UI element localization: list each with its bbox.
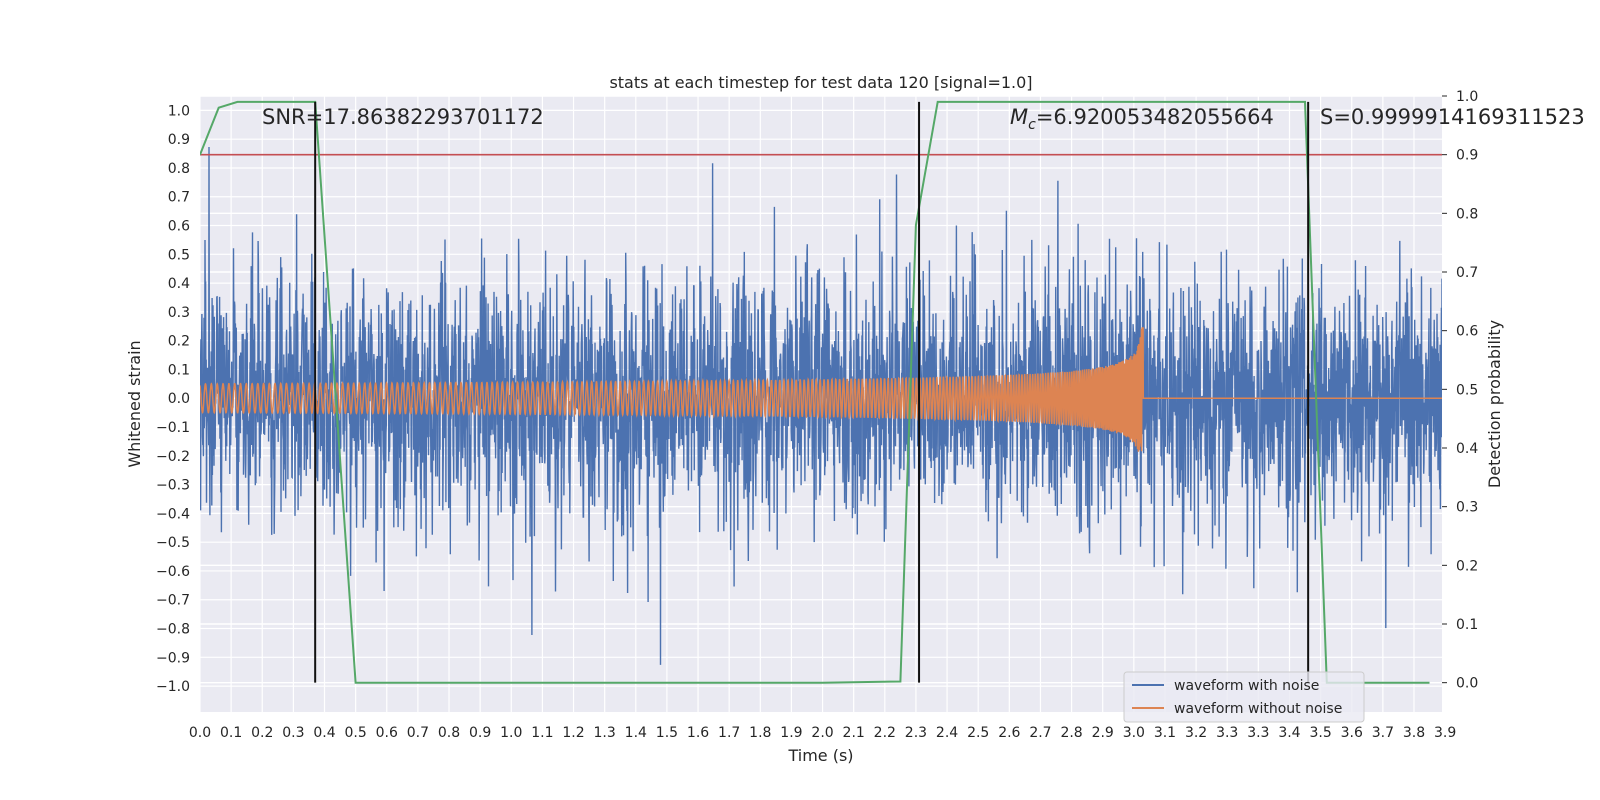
x-tick-label: 1.9 (780, 725, 802, 741)
y-tick-label: 0.6 (168, 219, 190, 235)
y-tick-label: −0.9 (156, 650, 190, 666)
x-tick-label: 0.1 (220, 725, 242, 741)
x-tick-label: 1.7 (718, 725, 740, 741)
y-ticks: 1.0 0.9 0.8 0.7 0.6 0.5 0.4 0.3 0.2 0.1 0.0 −0.1 −0.… (156, 103, 190, 695)
y2-axis-label: Detection probability (1485, 320, 1504, 488)
y2-tick-label: 0.5 (1456, 382, 1478, 398)
x-tick-label: 0.7 (407, 725, 429, 741)
x-tick-label: 3.2 (1185, 725, 1207, 741)
x-tick-label: 0.2 (251, 725, 273, 741)
y2-tick-label: 0.3 (1456, 500, 1478, 516)
y2-ticks: 1.0 0.9 0.8 0.7 0.6 0.5 0.4 0.3 0.2 0.1 0.0 (1442, 89, 1478, 692)
y-tick-label: 0.3 (168, 305, 190, 321)
x-tick-label: 1.0 (500, 725, 522, 741)
x-tick-label: 1.1 (531, 725, 553, 741)
x-tick-label: 0.5 (345, 725, 367, 741)
y-tick-label: −0.4 (156, 506, 190, 522)
y-tick-label: −1.0 (156, 679, 190, 695)
y2-tick-label: 0.1 (1456, 617, 1478, 633)
y-tick-label: −0.6 (156, 564, 190, 580)
y2-tick-label: 0.2 (1456, 558, 1478, 574)
y-tick-label: 0.1 (168, 362, 190, 378)
x-tick-label: 2.4 (936, 725, 958, 741)
y-tick-label: 0.4 (168, 276, 190, 292)
x-tick-label: 1.3 (594, 725, 616, 741)
snr-annotation: SNR=17.86382293701172 (262, 105, 544, 129)
y-tick-label: 0.5 (168, 247, 190, 263)
y-tick-label: −0.7 (156, 593, 190, 609)
x-tick-label: 0.9 (469, 725, 491, 741)
legend-label-clean: waveform without noise (1174, 701, 1342, 717)
x-tick-label: 1.6 (687, 725, 709, 741)
x-tick-label: 0.3 (282, 725, 304, 741)
x-tick-label: 2.6 (998, 725, 1020, 741)
x-tick-label: 2.7 (1029, 725, 1051, 741)
x-tick-label: 3.9 (1434, 725, 1456, 741)
y-tick-label: −0.2 (156, 449, 190, 465)
y2-tick-label: 0.8 (1456, 206, 1478, 222)
x-tick-label: 0.6 (376, 725, 398, 741)
y-tick-label: −0.3 (156, 478, 190, 494)
x-tick-label: 1.2 (562, 725, 584, 741)
s-annotation: S=0.9999914169311523 (1320, 105, 1585, 129)
plot-area (200, 100, 1442, 684)
x-tick-label: 2.8 (1060, 725, 1082, 741)
x-tick-label: 1.4 (625, 725, 647, 741)
y-tick-label: 0.8 (168, 161, 190, 177)
y2-tick-label: 1.0 (1456, 89, 1478, 105)
y2-tick-label: 0.6 (1456, 324, 1478, 340)
y-tick-label: 0.0 (168, 391, 190, 407)
mc-value: =6.920053482055664 (1036, 105, 1274, 129)
y-tick-label: −0.5 (156, 535, 190, 551)
probability-line (200, 100, 1430, 684)
x-tick-label: 0.0 (189, 725, 211, 741)
x-tick-label: 3.1 (1154, 725, 1176, 741)
y2-tick-label: 0.7 (1456, 265, 1478, 281)
vertical-markers (314, 101, 1310, 683)
clean-line (200, 327, 1442, 452)
y2-tick-label: 0.4 (1456, 441, 1478, 457)
y-tick-label: 0.2 (168, 334, 190, 350)
x-tick-label: 3.8 (1403, 725, 1425, 741)
mc-symbol: M (1010, 105, 1028, 129)
mc-annotation: Mc=6.920053482055664 (1010, 105, 1274, 133)
y2-tick-label: 0.9 (1456, 148, 1478, 164)
x-tick-label: 3.4 (1278, 725, 1300, 741)
legend: waveform with noise waveform without noi… (1123, 671, 1365, 723)
x-tick-label: 0.4 (313, 725, 335, 741)
x-ticks: 0.0 0.1 0.2 0.3 0.4 0.5 0.6 0.7 0.8 0.9 1.0 1.1 1.2 1… (189, 725, 1456, 741)
x-tick-label: 2.3 (905, 725, 927, 741)
y-axis-label: Whitened strain (125, 340, 144, 467)
x-tick-label: 3.6 (1341, 725, 1363, 741)
x-tick-label: 2.5 (967, 725, 989, 741)
legend-label-noise: waveform with noise (1174, 678, 1319, 694)
series-detection-probability (200, 100, 1430, 684)
x-tick-label: 1.5 (656, 725, 678, 741)
x-tick-label: 2.2 (874, 725, 896, 741)
x-tick-label: 2.1 (843, 725, 865, 741)
x-axis-label: Time (s) (787, 746, 853, 765)
mc-subscript: c (1028, 117, 1036, 133)
x-tick-label: 3.3 (1216, 725, 1238, 741)
y-tick-label: 0.9 (168, 132, 190, 148)
x-tick-label: 3.0 (1123, 725, 1145, 741)
x-tick-label: 2.0 (811, 725, 833, 741)
y-tick-label: −0.8 (156, 622, 190, 638)
chart-title: stats at each timestep for test data 120… (609, 73, 1032, 92)
series-waveform-without-noise (200, 327, 1442, 452)
y-tick-label: 0.7 (168, 190, 190, 206)
x-tick-label: 2.9 (1092, 725, 1114, 741)
y-tick-label: −0.1 (156, 420, 190, 436)
x-tick-label: 3.3 (1247, 725, 1269, 741)
y2-tick-label: 0.0 (1456, 676, 1478, 692)
x-tick-label: 3.7 (1372, 725, 1394, 741)
x-tick-label: 1.8 (749, 725, 771, 741)
x-tick-label: 0.8 (438, 725, 460, 741)
x-tick-label: 3.5 (1309, 725, 1331, 741)
y-tick-label: 1.0 (168, 103, 190, 119)
legend-box (1123, 671, 1365, 723)
